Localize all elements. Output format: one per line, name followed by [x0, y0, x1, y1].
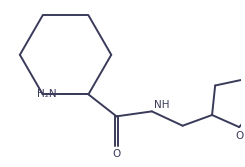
Text: O: O: [235, 131, 243, 141]
Text: O: O: [112, 149, 121, 159]
Text: H₂N: H₂N: [37, 89, 57, 99]
Text: NH: NH: [154, 100, 169, 110]
